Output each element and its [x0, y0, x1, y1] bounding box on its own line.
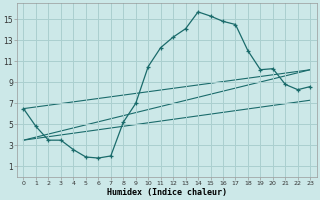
X-axis label: Humidex (Indice chaleur): Humidex (Indice chaleur) — [107, 188, 227, 197]
